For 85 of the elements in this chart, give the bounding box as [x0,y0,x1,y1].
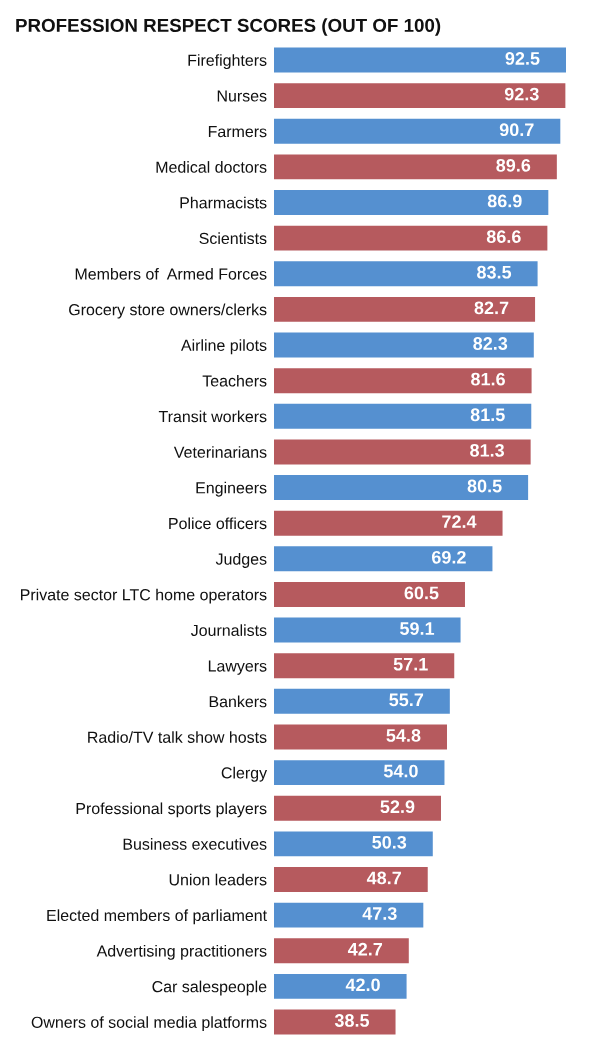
y-tick-label: Union leaders [169,873,267,886]
data-label: 69.2 [432,550,466,564]
y-tick-label: Engineers [196,481,267,497]
bar [274,760,445,786]
y-tick-label: Farmers [208,126,267,138]
data-label: 86.9 [487,194,522,208]
bar [274,938,409,964]
data-label: 72.4 [442,515,477,528]
bar [274,902,424,928]
y-tick-label: Police officers [169,517,267,530]
y-tick-label: Members of Armed Forces [75,267,267,280]
y-tick-label: Clergy [221,766,268,782]
data-label: 54.0 [383,764,418,778]
bar [274,225,548,251]
y-tick-label: Owners of social media platforms [31,1016,267,1032]
bar [274,831,433,857]
bar [274,653,455,679]
bar [274,439,531,465]
y-tick-label: Firefighters [188,54,267,70]
y-tick-label: Airline pilots [180,339,267,355]
y-tick-label: Radio/TV talk show hosts [88,731,267,743]
bar [274,617,461,643]
data-label: 81.3 [470,443,505,457]
data-label: 59.1 [400,622,435,635]
data-label: 92.3 [504,87,539,101]
y-tick-label: Private sector LTC home operators [21,588,267,604]
y-tick-label: Elected members of parliament [47,909,267,925]
data-label: 81.5 [470,408,505,422]
bar [274,546,493,572]
bar [274,332,534,358]
bar [274,510,503,536]
data-label: 57.1 [393,657,428,671]
data-label: 50.3 [372,835,407,849]
data-label: 89.6 [496,158,531,172]
bar [274,724,447,750]
bar [274,83,566,109]
y-tick-label: Teachers [202,374,267,387]
y-tick-label: Journalists [190,624,267,637]
y-tick-label: Transit workers [158,410,267,423]
bar [274,867,428,892]
bar [274,581,465,607]
data-label: 81.6 [471,372,505,386]
bar [274,795,441,821]
y-tick-label: Veterinarians [173,446,267,458]
data-label: 86.6 [486,230,521,243]
y-tick-label: Lawyers [208,660,267,675]
y-tick-label: Professional sports players [76,802,267,818]
data-label: 54.8 [386,729,421,742]
y-tick-label: Grocery store owners/clerks [69,303,267,319]
y-tick-label: Business executives [123,838,267,850]
y-tick-label: Bankers [209,695,267,708]
bar [274,475,529,501]
bar [274,403,532,429]
bar [274,973,407,999]
data-label: 92.5 [505,52,540,65]
data-label: 82.3 [473,337,508,350]
bar [274,154,557,180]
data-label: 55.7 [389,693,424,707]
y-tick-label: Advertising practitioners [96,944,267,960]
bar [274,296,536,322]
data-label: 52.9 [380,800,415,814]
y-tick-label: Car salespeople [152,980,267,996]
bar [274,118,561,144]
y-tick-label: Scientists [199,232,267,245]
data-label: 90.7 [499,123,534,137]
data-label: 82.7 [474,301,509,315]
chart-title: PROFESSION RESPECT SCORES (OUT OF 100) [16,18,441,36]
y-tick-label: Judges [215,553,267,568]
bar [274,688,450,714]
bar [274,47,566,73]
data-label: 48.7 [366,871,401,885]
bar [274,190,549,215]
y-tick-label: Nurses [217,90,267,102]
bar [274,368,532,394]
data-label: 83.5 [477,265,512,279]
data-label: 80.5 [467,479,502,493]
bar [274,261,538,287]
data-label: 47.3 [362,907,397,920]
data-label: 42.0 [345,978,380,992]
data-label: 42.7 [347,942,383,956]
bar [274,1009,396,1035]
y-tick-label: Medical doctors [156,161,267,173]
data-label: 60.5 [404,586,439,600]
y-tick-label: Pharmacists [180,196,267,209]
data-label: 38.5 [334,1014,370,1027]
